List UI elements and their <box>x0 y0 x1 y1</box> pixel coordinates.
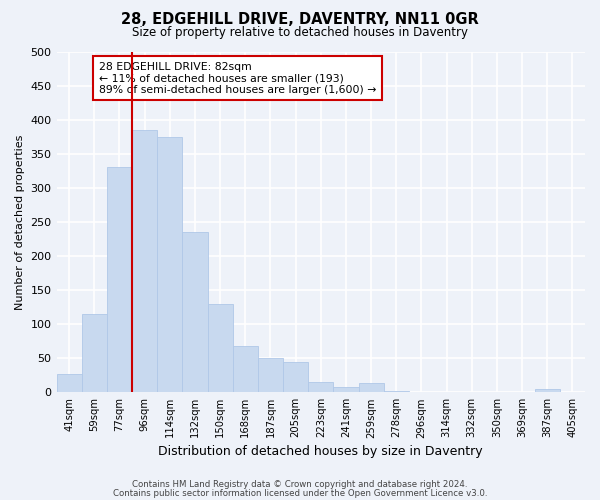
Text: Size of property relative to detached houses in Daventry: Size of property relative to detached ho… <box>132 26 468 39</box>
Bar <box>56 374 82 392</box>
Bar <box>535 389 560 392</box>
Bar <box>334 387 359 392</box>
Bar <box>208 304 233 392</box>
Y-axis label: Number of detached properties: Number of detached properties <box>15 134 25 310</box>
Bar <box>132 130 157 392</box>
Bar <box>258 358 283 392</box>
Bar <box>233 346 258 393</box>
Bar <box>359 384 383 392</box>
Bar <box>82 314 107 392</box>
Bar <box>308 382 334 392</box>
Text: 28 EDGEHILL DRIVE: 82sqm
← 11% of detached houses are smaller (193)
89% of semi-: 28 EDGEHILL DRIVE: 82sqm ← 11% of detach… <box>99 62 376 95</box>
Bar <box>383 391 409 392</box>
Text: Contains public sector information licensed under the Open Government Licence v3: Contains public sector information licen… <box>113 489 487 498</box>
Text: 28, EDGEHILL DRIVE, DAVENTRY, NN11 0GR: 28, EDGEHILL DRIVE, DAVENTRY, NN11 0GR <box>121 12 479 28</box>
X-axis label: Distribution of detached houses by size in Daventry: Distribution of detached houses by size … <box>158 444 483 458</box>
Text: Contains HM Land Registry data © Crown copyright and database right 2024.: Contains HM Land Registry data © Crown c… <box>132 480 468 489</box>
Bar <box>182 232 208 392</box>
Bar <box>283 362 308 392</box>
Bar <box>107 168 132 392</box>
Bar <box>157 136 182 392</box>
